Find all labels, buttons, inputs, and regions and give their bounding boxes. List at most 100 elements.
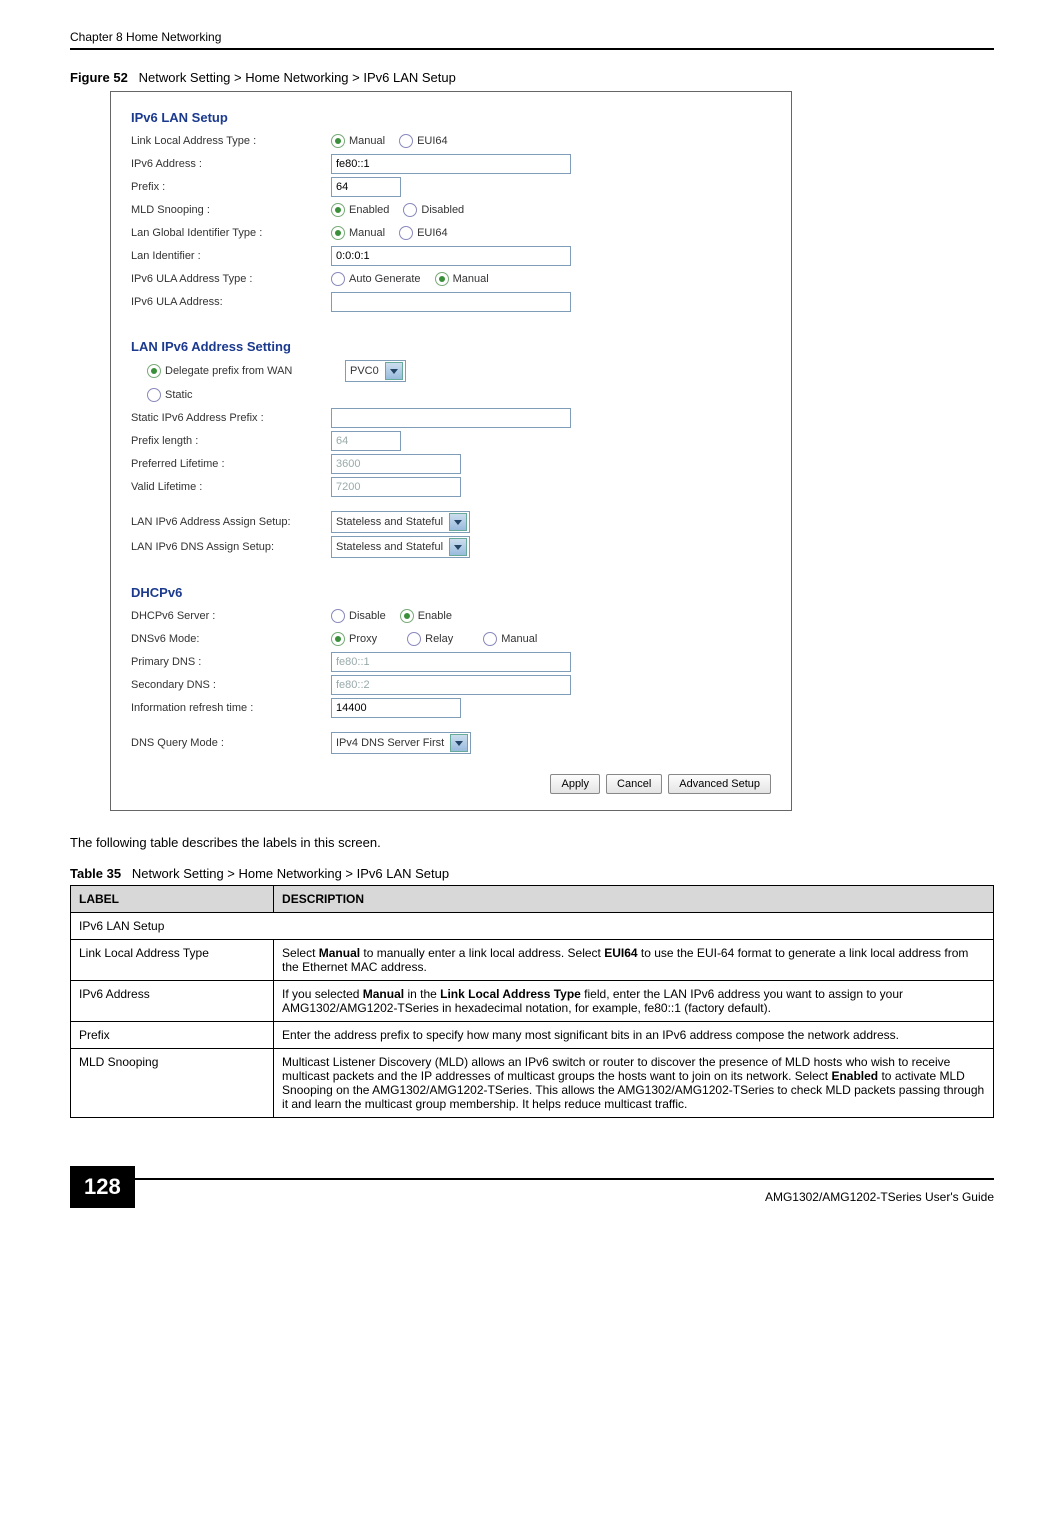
input-preferred-lifetime	[331, 454, 461, 474]
table-row: Link Local Address Type Select Manual to…	[71, 940, 994, 981]
label-secondary-dns: Secondary DNS :	[131, 679, 331, 691]
table-label: Table 35	[70, 866, 121, 881]
label-dns-assign-setup: LAN IPv6 DNS Assign Setup:	[131, 541, 331, 553]
footer-guide-text: AMG1302/AMG1202-TSeries User's Guide	[765, 1190, 994, 1204]
radio-dot-icon	[331, 609, 345, 623]
radio-dot-icon	[147, 388, 161, 402]
cell-desc: Enter the address prefix to specify how …	[274, 1022, 994, 1049]
radio-dot-icon	[400, 609, 414, 623]
body-text: The following table describes the labels…	[70, 835, 994, 850]
col-description: DESCRIPTION	[274, 886, 994, 913]
section-ipv6-lan-setup: IPv6 LAN Setup	[131, 110, 771, 125]
section-lan-ipv6-address: LAN IPv6 Address Setting	[131, 339, 771, 354]
figure-title: Network Setting > Home Networking > IPv6…	[139, 70, 456, 85]
input-lan-identifier[interactable]	[331, 246, 571, 266]
radio-dot-icon	[399, 134, 413, 148]
radio-ula-manual[interactable]: Manual	[435, 272, 489, 286]
select-pvc[interactable]: PVC0	[345, 360, 406, 382]
input-ipv6-address[interactable]	[331, 154, 571, 174]
figure-label: Figure 52	[70, 70, 128, 85]
input-static-prefix[interactable]	[331, 408, 571, 428]
page-number: 128	[70, 1166, 135, 1208]
label-link-local-type: Link Local Address Type :	[131, 135, 331, 147]
radio-lgi-manual[interactable]: Manual	[331, 226, 385, 240]
radio-dot-icon	[407, 632, 421, 646]
label-dhcpv6-server: DHCPv6 Server :	[131, 610, 331, 622]
select-assign-setup[interactable]: Stateless and Stateful	[331, 511, 470, 533]
chapter-header: Chapter 8 Home Networking	[70, 30, 994, 50]
radio-dnsv6-relay[interactable]: Relay	[407, 632, 453, 646]
select-dns-assign-setup[interactable]: Stateless and Stateful	[331, 536, 470, 558]
radio-dnsv6-manual[interactable]: Manual	[483, 632, 537, 646]
cell-label: Link Local Address Type	[71, 940, 274, 981]
cancel-button[interactable]: Cancel	[606, 774, 662, 794]
figure-caption: Figure 52 Network Setting > Home Network…	[70, 70, 994, 85]
radio-dot-icon	[331, 226, 345, 240]
advanced-setup-button[interactable]: Advanced Setup	[668, 774, 771, 794]
chevron-down-icon	[385, 362, 403, 380]
cell-label: IPv6 Address	[71, 981, 274, 1022]
cell-desc: If you selected Manual in the Link Local…	[274, 981, 994, 1022]
radio-dhcp-disable[interactable]: Disable	[331, 609, 386, 623]
chevron-down-icon	[449, 538, 467, 556]
label-lan-identifier: Lan Identifier :	[131, 250, 331, 262]
radio-link-local-manual[interactable]: Manual	[331, 134, 385, 148]
table-header-row: LABEL DESCRIPTION	[71, 886, 994, 913]
label-refresh-time: Information refresh time :	[131, 702, 331, 714]
label-primary-dns: Primary DNS :	[131, 656, 331, 668]
radio-dot-icon	[331, 632, 345, 646]
cell-label: Prefix	[71, 1022, 274, 1049]
col-label: LABEL	[71, 886, 274, 913]
table-caption: Table 35 Network Setting > Home Networki…	[70, 866, 994, 881]
radio-delegate-wan[interactable]: Delegate prefix from WAN	[147, 364, 331, 378]
radio-mld-enabled[interactable]: Enabled	[331, 203, 389, 217]
input-prefix-length	[331, 431, 401, 451]
label-prefix: Prefix :	[131, 181, 331, 193]
label-mld-snooping: MLD Snooping :	[131, 204, 331, 216]
table-row: MLD Snooping Multicast Listener Discover…	[71, 1049, 994, 1118]
label-preferred-lifetime: Preferred Lifetime :	[131, 458, 331, 470]
cell-section: IPv6 LAN Setup	[71, 913, 994, 940]
chevron-down-icon	[449, 513, 467, 531]
input-refresh-time[interactable]	[331, 698, 461, 718]
radio-ula-auto[interactable]: Auto Generate	[331, 272, 421, 286]
label-static-prefix: Static IPv6 Address Prefix :	[131, 412, 331, 424]
radio-dot-icon	[435, 272, 449, 286]
cell-desc: Multicast Listener Discovery (MLD) allow…	[274, 1049, 994, 1118]
label-dnsv6-mode: DNSv6 Mode:	[131, 633, 331, 645]
cell-desc: Select Manual to manually enter a link l…	[274, 940, 994, 981]
description-table: LABEL DESCRIPTION IPv6 LAN Setup Link Lo…	[70, 885, 994, 1118]
chevron-down-icon	[450, 734, 468, 752]
radio-link-local-eui64[interactable]: EUI64	[399, 134, 448, 148]
radio-dot-icon	[399, 226, 413, 240]
radio-dot-icon	[147, 364, 161, 378]
radio-dot-icon	[331, 134, 345, 148]
label-valid-lifetime: Valid Lifetime :	[131, 481, 331, 493]
radio-dot-icon	[331, 203, 345, 217]
table-row: IPv6 Address If you selected Manual in t…	[71, 981, 994, 1022]
label-ula-address: IPv6 ULA Address:	[131, 296, 331, 308]
table-row: Prefix Enter the address prefix to speci…	[71, 1022, 994, 1049]
radio-static[interactable]: Static	[147, 388, 193, 402]
radio-mld-disabled[interactable]: Disabled	[403, 203, 464, 217]
input-ula-address[interactable]	[331, 292, 571, 312]
label-ipv6-address: IPv6 Address :	[131, 158, 331, 170]
input-valid-lifetime	[331, 477, 461, 497]
radio-lgi-eui64[interactable]: EUI64	[399, 226, 448, 240]
radio-dot-icon	[483, 632, 497, 646]
cell-label: MLD Snooping	[71, 1049, 274, 1118]
select-dns-query-mode[interactable]: IPv4 DNS Server First	[331, 732, 471, 754]
screenshot-panel: IPv6 LAN Setup Link Local Address Type :…	[110, 91, 792, 811]
table-title: Network Setting > Home Networking > IPv6…	[132, 866, 449, 881]
table-row: IPv6 LAN Setup	[71, 913, 994, 940]
radio-dot-icon	[331, 272, 345, 286]
input-prefix[interactable]	[331, 177, 401, 197]
section-dhcpv6: DHCPv6	[131, 585, 771, 600]
radio-dnsv6-proxy[interactable]: Proxy	[331, 632, 377, 646]
label-prefix-length: Prefix length :	[131, 435, 331, 447]
input-primary-dns	[331, 652, 571, 672]
radio-dot-icon	[403, 203, 417, 217]
label-ula-type: IPv6 ULA Address Type :	[131, 273, 331, 285]
radio-dhcp-enable[interactable]: Enable	[400, 609, 452, 623]
apply-button[interactable]: Apply	[550, 774, 600, 794]
